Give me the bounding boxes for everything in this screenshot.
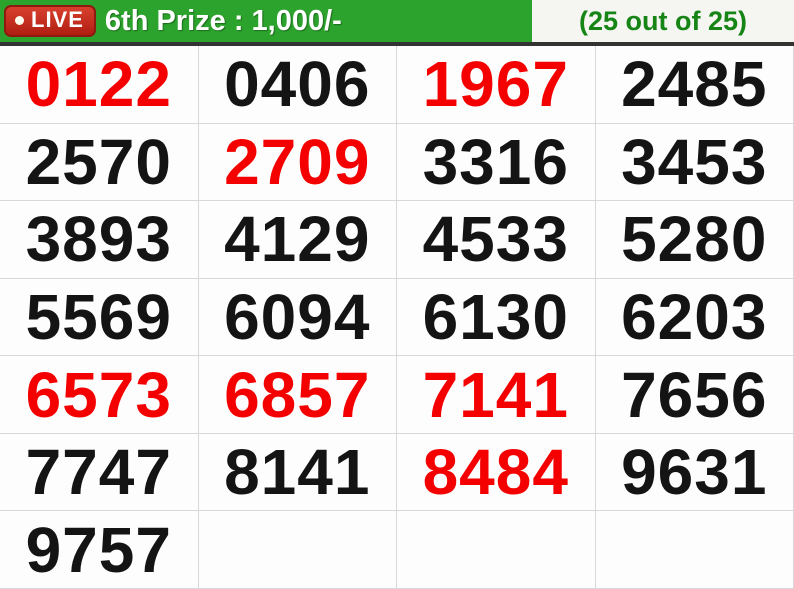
live-label: LIVE — [31, 7, 84, 33]
number-cell: 6203 — [595, 278, 794, 357]
number-cell: 4129 — [198, 201, 397, 279]
empty-cell — [198, 511, 397, 589]
number-cell: 5280 — [595, 201, 794, 279]
number-cell: 2709 — [198, 123, 397, 202]
number-cell: 7747 — [0, 433, 199, 512]
empty-cell — [397, 511, 596, 589]
prize-title: 6th Prize : 1,000/- — [104, 4, 342, 37]
number-cell: 0122 — [0, 46, 199, 124]
number-cell: 6130 — [397, 278, 596, 357]
header-bar: LIVE 6th Prize : 1,000/- (25 out of 25) — [0, 0, 794, 46]
number-cell: 2570 — [0, 123, 199, 202]
number-cell: 3893 — [0, 201, 199, 279]
number-cell: 9757 — [0, 511, 199, 589]
number-cell: 6573 — [0, 356, 199, 434]
number-cell: 5569 — [0, 278, 199, 357]
number-cell: 2485 — [595, 46, 794, 124]
numbers-grid: 0122 0406 1967 2485 2570 2709 3316 3453 3893 4129… — [0, 46, 794, 589]
live-dot-icon — [15, 16, 24, 25]
number-cell: 3453 — [595, 123, 794, 202]
number-cell: 7141 — [397, 356, 596, 434]
number-cell: 8141 — [198, 433, 397, 512]
empty-cell — [595, 511, 794, 589]
number-cell: 7656 — [595, 356, 794, 434]
number-cell: 9631 — [595, 433, 794, 512]
number-cell: 3316 — [397, 123, 596, 202]
number-cell: 1967 — [397, 46, 596, 124]
draw-counter: (25 out of 25) — [532, 0, 794, 42]
number-cell: 6094 — [198, 278, 397, 357]
number-cell: 8484 — [397, 433, 596, 512]
number-cell: 0406 — [198, 46, 397, 124]
number-cell: 4533 — [397, 201, 596, 279]
live-badge: LIVE — [4, 5, 96, 37]
number-cell: 6857 — [198, 356, 397, 434]
